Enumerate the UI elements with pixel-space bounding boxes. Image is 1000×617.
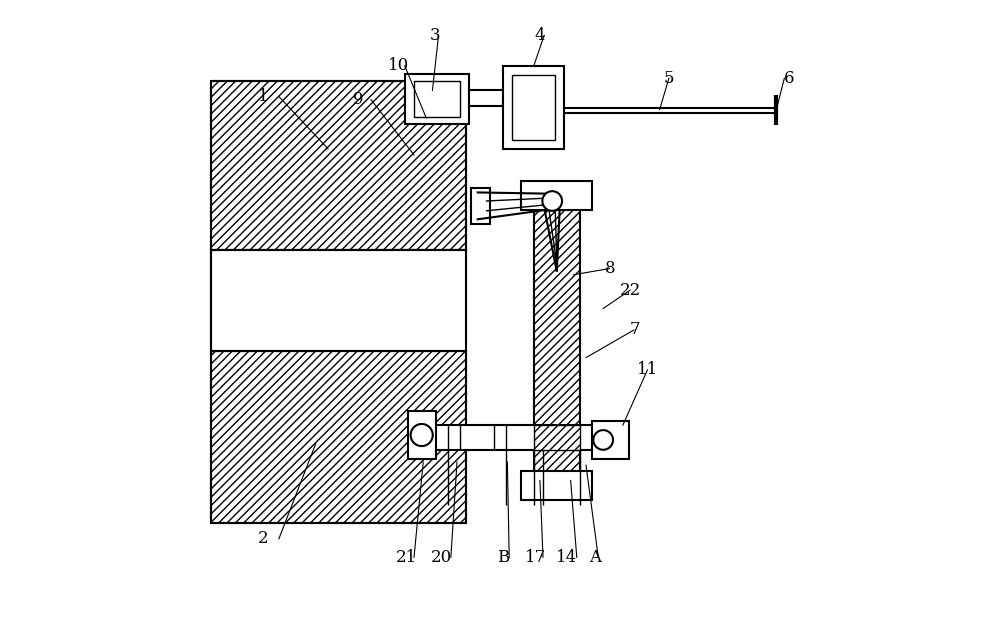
- Text: A: A: [589, 549, 601, 566]
- Text: 17: 17: [525, 549, 546, 566]
- Circle shape: [411, 424, 433, 446]
- Bar: [521, 181, 592, 210]
- Text: 5: 5: [664, 70, 674, 86]
- Text: 1: 1: [258, 88, 269, 105]
- Text: 14: 14: [556, 549, 577, 566]
- Text: 4: 4: [535, 27, 545, 44]
- Bar: [414, 81, 460, 117]
- Bar: [414, 425, 598, 450]
- Circle shape: [593, 430, 613, 450]
- Text: 2: 2: [258, 531, 269, 547]
- Bar: [512, 75, 555, 139]
- Bar: [469, 91, 503, 106]
- Text: 22: 22: [620, 281, 641, 299]
- Bar: [471, 188, 490, 224]
- Text: B: B: [497, 549, 509, 566]
- Bar: [408, 411, 436, 459]
- Bar: [503, 66, 564, 149]
- Text: 7: 7: [630, 321, 640, 339]
- Text: 11: 11: [637, 362, 658, 378]
- Text: 10: 10: [388, 57, 409, 75]
- Bar: [211, 250, 466, 352]
- Text: 21: 21: [396, 549, 417, 566]
- Text: 6: 6: [783, 70, 794, 86]
- Bar: [211, 81, 466, 250]
- Circle shape: [542, 191, 562, 211]
- Text: 9: 9: [353, 91, 364, 108]
- Bar: [211, 352, 466, 523]
- Bar: [534, 425, 580, 450]
- Bar: [405, 74, 469, 124]
- Bar: [592, 421, 629, 459]
- Bar: [534, 198, 580, 481]
- Text: 20: 20: [431, 549, 452, 566]
- Text: 3: 3: [430, 27, 441, 44]
- Bar: [521, 471, 592, 500]
- Text: 8: 8: [605, 260, 616, 277]
